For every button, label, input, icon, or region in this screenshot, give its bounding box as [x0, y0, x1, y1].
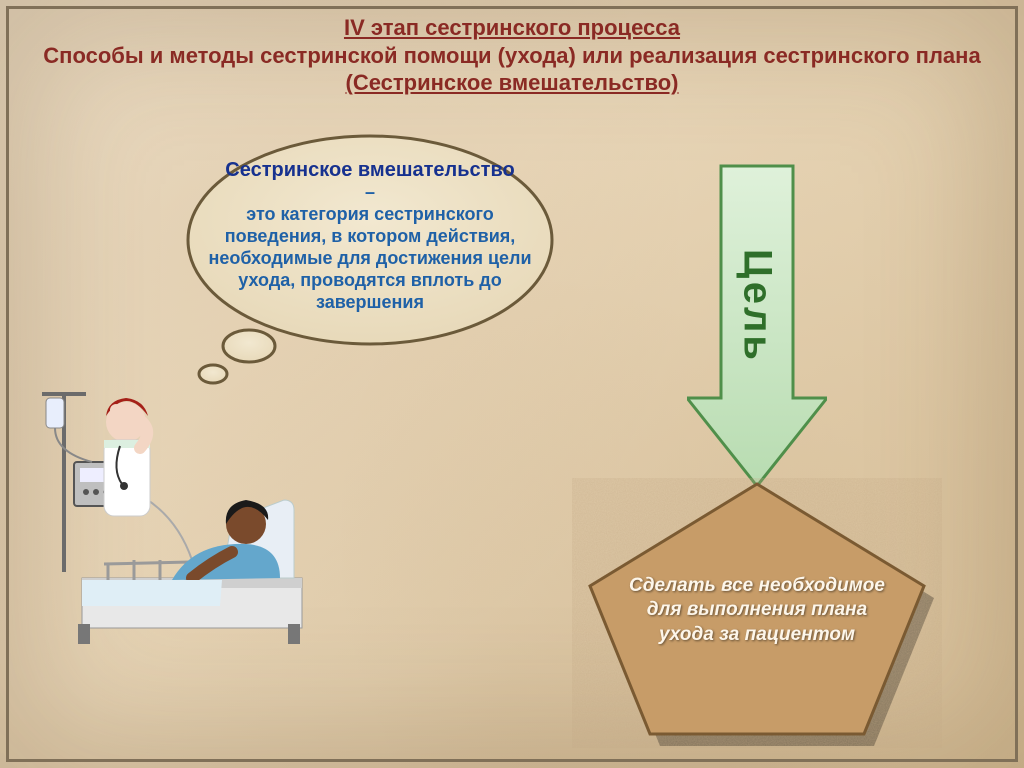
- goal-pentagon: Сделать все необходимое для выполнения п…: [572, 478, 942, 748]
- bubble-body: это категория сестринского поведения, в …: [203, 204, 537, 314]
- bubble-heading: Сестринское вмешательство: [203, 158, 537, 182]
- title-line-2: Способы и методы сестринской помощи (ухо…: [0, 42, 1024, 70]
- bubble-text: Сестринское вмешательство – это категори…: [203, 158, 537, 314]
- nurse-patient-illustration: [22, 392, 312, 646]
- bubble-dash: –: [203, 182, 537, 204]
- pentagon-text: Сделать все необходимое для выполнения п…: [626, 574, 888, 647]
- slide-title: IV этап сестринского процесса Способы и …: [0, 14, 1024, 97]
- arrow-label: Цель: [735, 249, 780, 363]
- definition-bubble: Сестринское вмешательство – это категори…: [175, 130, 565, 390]
- title-line-3: (Сестринское вмешательство): [0, 69, 1024, 97]
- title-line-1: IV этап сестринского процесса: [0, 14, 1024, 42]
- goal-arrow: Цель: [687, 162, 827, 490]
